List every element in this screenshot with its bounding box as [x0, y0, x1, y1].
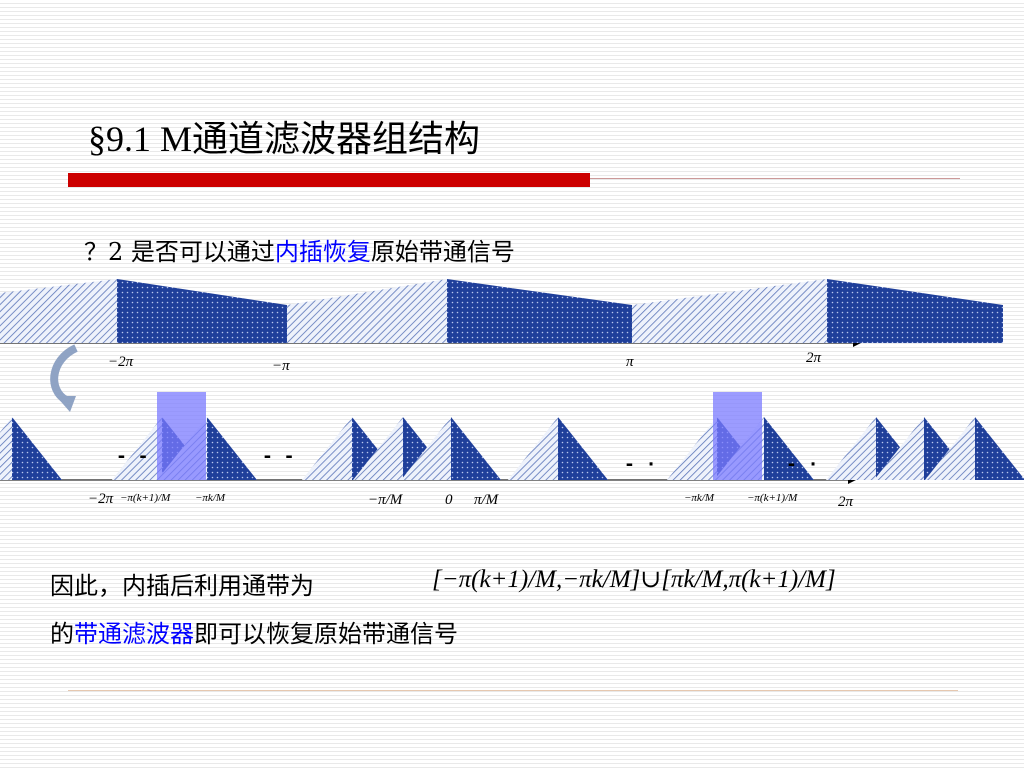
top-band-dotted-2	[447, 279, 632, 343]
spectrum-bump-right	[207, 417, 257, 480]
filter-passband-left	[157, 392, 206, 480]
bottom-label-neg-pik-M: −πk/M	[195, 492, 226, 504]
bottom-label-pi-M: π/M	[474, 492, 500, 508]
spectrum-bump-left	[0, 417, 12, 480]
title-accent-bar	[68, 173, 590, 187]
top-label-neg-2pi: −2π	[108, 354, 134, 370]
bottom-label-pi-k1-M: −π(k+1)/M	[747, 492, 798, 504]
spectrum-bump-left	[508, 417, 558, 480]
conclusion-line-1: 因此，内插后利用通带为	[50, 572, 314, 600]
bottom-spectrum: - - - - - · - · −2π −π(k+1)/M −πk/M −π/M…	[0, 392, 1024, 510]
top-band-dotted-1	[117, 279, 287, 343]
dashes-2: - -	[262, 446, 295, 467]
spectrum-bump-left	[353, 417, 403, 480]
bottom-label-2pi: 2π	[838, 494, 854, 510]
bottom-label-neg-2pi: −2π	[88, 491, 114, 507]
top-band-dotted-3	[827, 279, 1003, 343]
filter-passband-right	[713, 392, 762, 480]
spectrum-bump-right	[975, 417, 1024, 480]
top-label-2pi: 2π	[806, 350, 822, 366]
bottom-label-neg-pi-M: −π/M	[368, 492, 404, 508]
passband-formula: [−π(k+1)/M,−πk/M]∪[πk/M,π(k+1)/M]	[432, 566, 836, 593]
spectrum-bump-right	[764, 417, 814, 480]
dashes-3: - ·	[624, 454, 657, 475]
bottom-label-neg-pi-k1-M: −π(k+1)/M	[120, 492, 171, 504]
question-highlight: 内插恢复	[274, 238, 371, 266]
top-band-hatched-2	[287, 279, 447, 343]
top-label-neg-pi: −π	[272, 358, 290, 374]
spectrum-bump-left	[667, 417, 717, 480]
top-label-pi: π	[626, 354, 634, 370]
spectrum-bump-right	[558, 417, 608, 480]
spectrum-bump-left	[874, 417, 924, 480]
spectrum-bump-left	[112, 417, 162, 480]
spectrum-bump-left	[925, 417, 975, 480]
bottom-label-pik-M: −πk/M	[684, 492, 715, 504]
top-spectrum: −2π −π π 2π	[0, 279, 1003, 374]
spectrum-bump-right	[12, 417, 62, 480]
top-band-hatched-1	[0, 279, 117, 343]
question-text: ？2 是否可以通过内插恢复原始带通信号	[84, 232, 515, 267]
footer-divider-line	[68, 690, 958, 691]
spectrum-bump-left	[401, 417, 451, 480]
conclusion-prefix: 的	[50, 620, 74, 648]
bottom-label-zero: 0	[445, 492, 453, 508]
question-prefix: ？2 是否可以通过	[84, 238, 275, 266]
dashes-1: - -	[116, 446, 149, 467]
conclusion-highlight: 带通滤波器	[74, 620, 194, 648]
page-title: §9.1 M通道滤波器组结构	[88, 119, 481, 159]
dashes-4: - ·	[786, 454, 819, 475]
question-suffix: 原始带通信号	[370, 238, 515, 266]
conclusion-line-2: 的带通滤波器即可以恢复原始带通信号	[50, 614, 458, 649]
spectrum-bump-left	[826, 417, 876, 480]
title-divider-line	[590, 178, 960, 179]
curved-arrow-icon	[50, 344, 78, 412]
spectrum-bump-right	[451, 417, 501, 480]
conclusion-suffix: 即可以恢复原始带通信号	[194, 620, 458, 648]
spectrum-bump-left	[302, 417, 352, 480]
top-band-hatched-3	[632, 279, 827, 343]
